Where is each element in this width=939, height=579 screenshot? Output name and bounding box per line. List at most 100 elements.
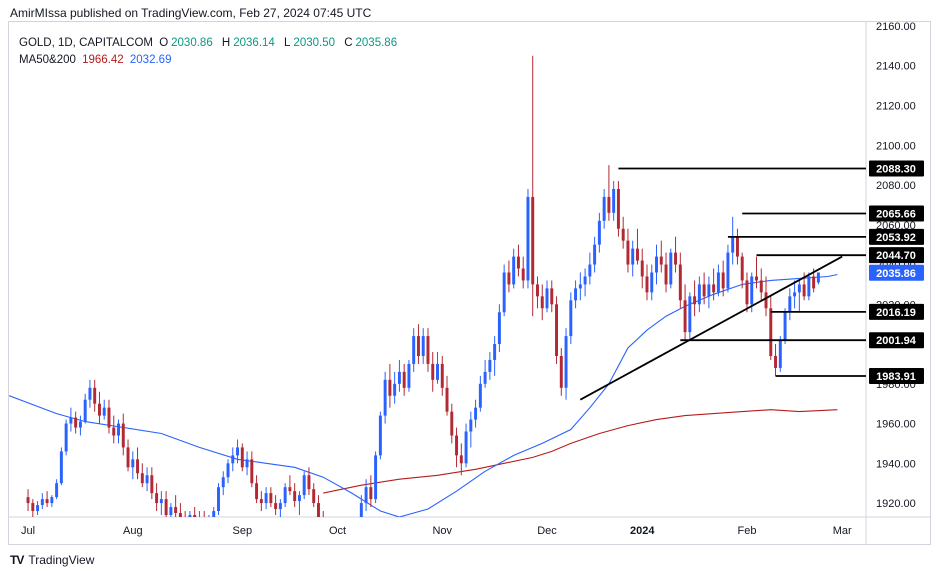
- candle: [55, 479, 59, 500]
- candle-body: [274, 503, 278, 510]
- candle: [150, 467, 154, 500]
- candle: [612, 181, 616, 221]
- candle: [716, 264, 720, 297]
- candle: [540, 284, 544, 321]
- candle-body: [240, 447, 244, 468]
- candle-body: [526, 196, 530, 281]
- candle: [293, 483, 297, 508]
- candle-body: [131, 459, 135, 468]
- candle-body: [88, 387, 92, 400]
- candle: [36, 501, 40, 516]
- candle: [393, 371, 397, 404]
- candle-body: [212, 511, 216, 517]
- candle-body: [40, 499, 44, 506]
- candle-body: [322, 519, 325, 535]
- candle-body: [26, 497, 30, 504]
- candle-body: [607, 196, 611, 213]
- candle-body: [55, 483, 59, 498]
- candle: [778, 336, 782, 372]
- candle: [669, 248, 673, 289]
- candle: [278, 499, 282, 517]
- candle-body: [464, 431, 468, 464]
- candle: [455, 427, 459, 468]
- candle-body: [678, 264, 682, 301]
- candle: [212, 507, 216, 517]
- candle-body: [750, 276, 754, 305]
- ma50-line: [9, 273, 838, 517]
- candle: [588, 252, 592, 285]
- open-label: O 2030.86: [159, 37, 213, 49]
- candle-body: [259, 499, 263, 504]
- candle: [502, 264, 506, 317]
- candle-body: [459, 455, 463, 464]
- candle: [626, 228, 630, 273]
- candle-body: [574, 288, 578, 301]
- candle-body: [188, 515, 192, 517]
- candle-body: [107, 407, 111, 428]
- candle-body: [226, 463, 230, 478]
- candle: [112, 415, 116, 444]
- candle-body: [597, 220, 601, 245]
- candle-body: [469, 419, 473, 432]
- candle-body: [488, 359, 492, 372]
- candle: [497, 304, 501, 352]
- candle: [59, 447, 63, 486]
- symbol-label[interactable]: GOLD, 1D, CAPITALCOM: [19, 37, 153, 49]
- candle: [198, 511, 200, 517]
- candle: [735, 228, 739, 265]
- candle: [217, 483, 220, 516]
- candle-body: [564, 336, 568, 388]
- candle-body: [302, 475, 306, 496]
- current-price-tag-bg: [869, 264, 924, 281]
- level-tag-bg: [869, 368, 924, 385]
- ma-label[interactable]: MA50&200: [19, 54, 76, 66]
- candle-body: [50, 497, 54, 504]
- candle: [359, 495, 363, 517]
- candle-body: [764, 292, 768, 309]
- candle-body: [307, 475, 311, 490]
- candle-body: [669, 252, 673, 285]
- candle: [283, 483, 287, 508]
- candle-body: [802, 284, 806, 297]
- candle-body: [583, 276, 587, 285]
- x-tick-label: Jul: [21, 525, 35, 537]
- candle-body: [355, 523, 358, 555]
- candle: [245, 451, 249, 476]
- candle-body: [331, 547, 334, 563]
- candle: [221, 471, 225, 496]
- ma50-value: 1966.42: [82, 54, 124, 66]
- candle: [745, 272, 749, 313]
- high-value: 2036.14: [233, 37, 275, 49]
- candle: [322, 511, 325, 535]
- candle-body: [145, 475, 149, 484]
- candle-body: [297, 495, 301, 502]
- candle: [512, 248, 516, 289]
- candle: [807, 272, 811, 301]
- candle-body: [578, 284, 582, 289]
- candle: [764, 276, 768, 317]
- candle: [607, 165, 611, 221]
- candle-body: [178, 513, 182, 517]
- candle: [712, 268, 716, 301]
- candle: [250, 451, 254, 488]
- candle: [740, 252, 744, 289]
- candle-body: [402, 371, 406, 388]
- candle-body: [236, 447, 240, 456]
- tradingview-logo-icon[interactable]: TV: [10, 553, 24, 567]
- candle-body: [697, 284, 701, 305]
- candle: [755, 256, 758, 289]
- candle-body: [797, 284, 801, 293]
- candle: [655, 244, 658, 285]
- candle: [688, 292, 692, 341]
- candle-body: [346, 559, 349, 567]
- candle: [426, 328, 430, 372]
- candle: [336, 555, 339, 579]
- candle-body: [474, 407, 478, 420]
- level-tag-text: 2044.70: [876, 250, 916, 262]
- candle: [788, 288, 792, 321]
- candle: [383, 371, 387, 424]
- tradingview-brand[interactable]: TradingView: [28, 553, 95, 567]
- candle-body: [521, 268, 525, 281]
- candle-body: [283, 487, 287, 504]
